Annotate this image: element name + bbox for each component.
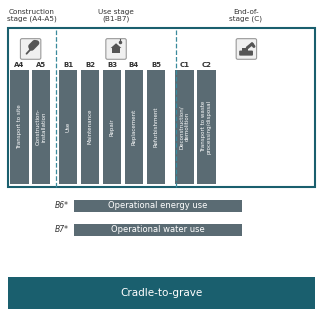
Text: Construction-
installation: Construction- installation <box>36 108 46 145</box>
Text: B5: B5 <box>151 62 161 68</box>
Text: Replacement: Replacement <box>132 108 136 145</box>
Bar <box>102 69 121 184</box>
Text: B6*: B6* <box>55 202 69 211</box>
Text: Operational water use: Operational water use <box>111 225 204 234</box>
Text: Use: Use <box>66 122 70 132</box>
Text: Transport to waste
processing/disposal: Transport to waste processing/disposal <box>201 100 212 154</box>
Text: Construction
stage (A4-A5): Construction stage (A4-A5) <box>7 9 57 22</box>
FancyBboxPatch shape <box>20 39 41 59</box>
Text: Use stage
(B1-B7): Use stage (B1-B7) <box>98 9 134 22</box>
Bar <box>242 48 248 52</box>
Bar <box>74 200 242 212</box>
Text: Deconstruction/
demolition: Deconstruction/ demolition <box>179 105 189 148</box>
FancyBboxPatch shape <box>106 39 126 59</box>
Bar <box>175 69 194 184</box>
Text: Operational energy use: Operational energy use <box>108 202 207 211</box>
Text: A4: A4 <box>14 62 25 68</box>
Bar <box>197 69 216 184</box>
Text: Repair: Repair <box>109 118 115 135</box>
Bar <box>8 277 316 309</box>
Text: B2: B2 <box>85 62 95 68</box>
Polygon shape <box>111 43 121 48</box>
Text: B3: B3 <box>107 62 117 68</box>
Text: B4: B4 <box>129 62 139 68</box>
Text: B1: B1 <box>63 62 73 68</box>
Bar <box>81 69 100 184</box>
Text: Cradle-to-grave: Cradle-to-grave <box>120 288 203 298</box>
Text: A5: A5 <box>36 62 46 68</box>
Text: Refurbishment: Refurbishment <box>153 107 158 147</box>
FancyBboxPatch shape <box>239 51 253 56</box>
FancyBboxPatch shape <box>236 39 257 59</box>
Text: Maintenance: Maintenance <box>87 109 92 144</box>
Bar <box>112 48 120 53</box>
Bar <box>32 69 51 184</box>
Text: B7*: B7* <box>55 225 69 234</box>
Bar <box>74 224 242 236</box>
Bar <box>59 69 77 184</box>
Text: End-of-
stage (C): End-of- stage (C) <box>229 9 262 22</box>
Bar <box>8 28 316 187</box>
Bar <box>147 69 165 184</box>
Text: C2: C2 <box>201 62 211 68</box>
Text: Transport to site: Transport to site <box>17 104 22 149</box>
Text: C1: C1 <box>179 62 189 68</box>
Bar <box>10 69 29 184</box>
Bar <box>124 69 143 184</box>
